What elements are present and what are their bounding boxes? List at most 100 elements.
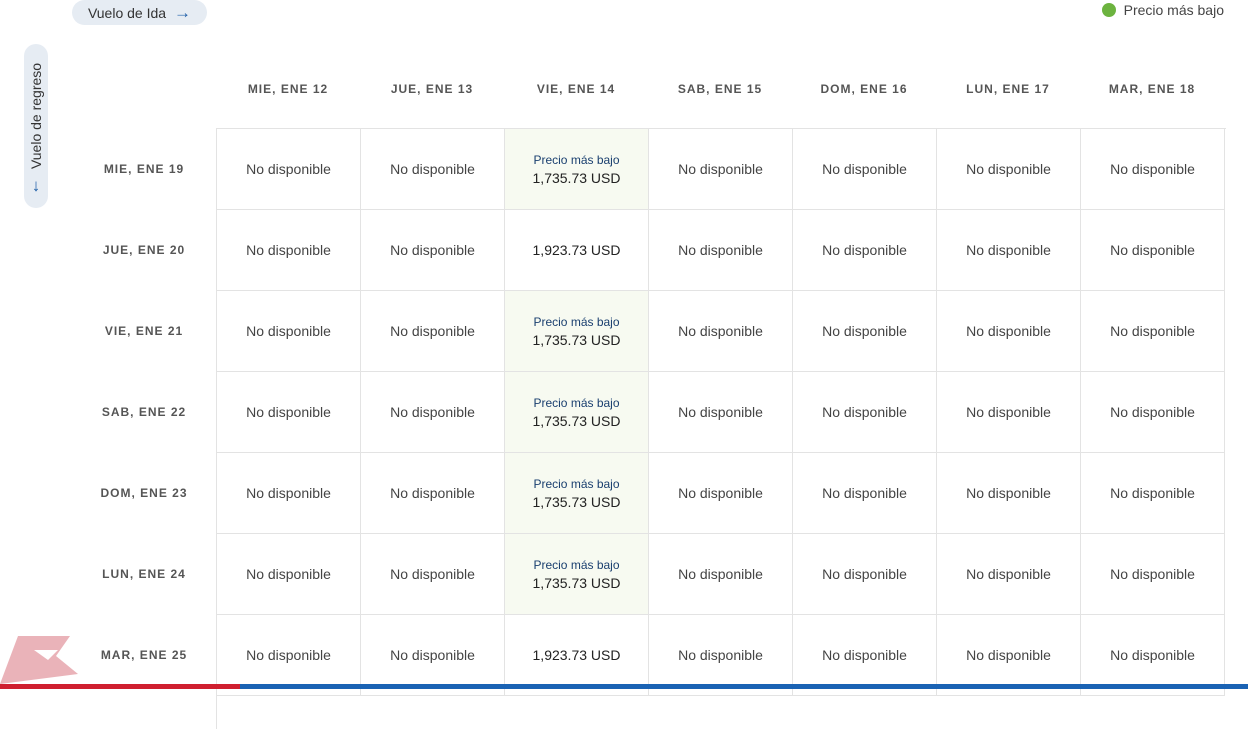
price-value: 1,923.73 USD	[532, 242, 621, 258]
price-cell[interactable]: Precio más bajo 1,735.73 USD	[505, 129, 649, 210]
unavailable-cell: No disponible	[937, 372, 1081, 453]
unavailable-cell: No disponible	[649, 372, 793, 453]
price-value: 1,735.73 USD	[532, 412, 621, 429]
green-dot-icon	[1101, 3, 1116, 17]
price-cell[interactable]: 1,923.73 USD	[505, 210, 649, 291]
price-grid: No disponible No disponible Precio más baj…	[216, 128, 1226, 729]
unavailable-cell: No disponible	[793, 291, 937, 372]
unavailable-label: No disponible	[822, 323, 907, 339]
unavailable-label: No disponible	[1110, 161, 1195, 177]
unavailable-cell: No disponible	[361, 534, 505, 615]
price-value: 1,735.73 USD	[532, 169, 621, 186]
unavailable-label: No disponible	[1110, 323, 1195, 339]
unavailable-cell: No disponible	[793, 534, 937, 615]
outbound-flight-toggle[interactable]: Vuelo de Ida →	[72, 0, 207, 25]
unavailable-cell: No disponible	[361, 210, 505, 291]
brand-bar-blue	[240, 684, 1248, 689]
unavailable-cell: No disponible	[649, 210, 793, 291]
unavailable-label: No disponible	[246, 485, 331, 501]
unavailable-cell: No disponible	[937, 129, 1081, 210]
unavailable-cell: No disponible	[937, 291, 1081, 372]
unavailable-cell: No disponible	[937, 453, 1081, 534]
lowest-price-badge: Precio más bajo	[533, 152, 620, 167]
unavailable-label: No disponible	[678, 566, 763, 582]
unavailable-label: No disponible	[822, 404, 907, 420]
unavailable-label: No disponible	[966, 566, 1051, 582]
unavailable-label: No disponible	[390, 161, 475, 177]
unavailable-label: No disponible	[390, 242, 475, 258]
row-header: SAB, ENE 22	[101, 404, 187, 419]
row-header: JUE, ENE 20	[102, 242, 186, 257]
column-header: VIE, ENE 14	[536, 82, 616, 96]
unavailable-cell: No disponible	[1081, 615, 1225, 696]
outbound-flight-label: Vuelo de Ida	[87, 4, 167, 21]
price-cell[interactable]: Precio más bajo 1,735.73 USD	[505, 534, 649, 615]
unavailable-label: No disponible	[678, 647, 763, 663]
unavailable-cell: No disponible	[793, 129, 937, 210]
unavailable-cell: No disponible	[1081, 129, 1225, 210]
unavailable-cell: No disponible	[1081, 534, 1225, 615]
unavailable-cell: No disponible	[217, 615, 361, 696]
price-cell[interactable]: 1,923.73 USD	[505, 615, 649, 696]
unavailable-cell: No disponible	[649, 291, 793, 372]
unavailable-label: No disponible	[390, 485, 475, 501]
unavailable-label: No disponible	[390, 566, 475, 582]
unavailable-cell: No disponible	[793, 210, 937, 291]
unavailable-cell: No disponible	[1081, 372, 1225, 453]
unavailable-label: No disponible	[822, 485, 907, 501]
unavailable-label: No disponible	[966, 647, 1051, 663]
row-header: VIE, ENE 21	[104, 323, 184, 338]
unavailable-label: No disponible	[678, 242, 763, 258]
price-value: 1,735.73 USD	[532, 574, 621, 591]
brand-bar-red	[0, 684, 240, 689]
row-header: LUN, ENE 24	[102, 566, 186, 581]
unavailable-label: No disponible	[1110, 404, 1195, 420]
unavailable-label: No disponible	[966, 485, 1051, 501]
unavailable-label: No disponible	[246, 647, 331, 663]
unavailable-cell: No disponible	[793, 615, 937, 696]
column-header: SAB, ENE 15	[677, 82, 763, 96]
row-header: DOM, ENE 23	[100, 485, 188, 500]
unavailable-cell: No disponible	[1081, 291, 1225, 372]
return-flight-label: Vuelo de regreso	[28, 62, 44, 170]
unavailable-cell: No disponible	[1081, 453, 1225, 534]
unavailable-label: No disponible	[678, 161, 763, 177]
unavailable-label: No disponible	[966, 404, 1051, 420]
unavailable-cell: No disponible	[217, 291, 361, 372]
lowest-price-badge: Precio más bajo	[533, 557, 620, 572]
lowest-price-badge: Precio más bajo	[533, 395, 620, 410]
unavailable-cell: No disponible	[361, 291, 505, 372]
price-value: 1,923.73 USD	[532, 647, 621, 663]
unavailable-label: No disponible	[822, 647, 907, 663]
arrow-right-icon: →	[174, 3, 192, 22]
column-header: DOM, ENE 16	[820, 82, 908, 96]
unavailable-label: No disponible	[1110, 647, 1195, 663]
unavailable-cell: No disponible	[361, 615, 505, 696]
unavailable-label: No disponible	[1110, 566, 1195, 582]
price-value: 1,735.73 USD	[532, 493, 621, 510]
price-cell[interactable]: Precio más bajo 1,735.73 USD	[505, 372, 649, 453]
unavailable-cell: No disponible	[361, 372, 505, 453]
unavailable-cell: No disponible	[361, 453, 505, 534]
lowest-price-legend: Precio más bajo	[1101, 2, 1224, 18]
unavailable-label: No disponible	[390, 647, 475, 663]
column-header: JUE, ENE 13	[390, 82, 474, 96]
unavailable-label: No disponible	[390, 323, 475, 339]
unavailable-cell: No disponible	[937, 615, 1081, 696]
unavailable-cell: No disponible	[217, 210, 361, 291]
price-cell[interactable]: Precio más bajo 1,735.73 USD	[505, 453, 649, 534]
unavailable-label: No disponible	[390, 404, 475, 420]
unavailable-label: No disponible	[966, 323, 1051, 339]
unavailable-cell: No disponible	[793, 453, 937, 534]
unavailable-label: No disponible	[1110, 485, 1195, 501]
row-header: MIE, ENE 19	[103, 161, 185, 176]
unavailable-label: No disponible	[246, 323, 331, 339]
price-cell[interactable]: Precio más bajo 1,735.73 USD	[505, 291, 649, 372]
unavailable-cell: No disponible	[649, 615, 793, 696]
return-flight-toggle[interactable]: Vuelo de regreso ↓	[24, 44, 48, 208]
row-header: MAR, ENE 25	[100, 647, 188, 662]
unavailable-label: No disponible	[246, 161, 331, 177]
unavailable-label: No disponible	[678, 404, 763, 420]
column-header: MIE, ENE 12	[247, 82, 329, 96]
unavailable-label: No disponible	[246, 242, 331, 258]
